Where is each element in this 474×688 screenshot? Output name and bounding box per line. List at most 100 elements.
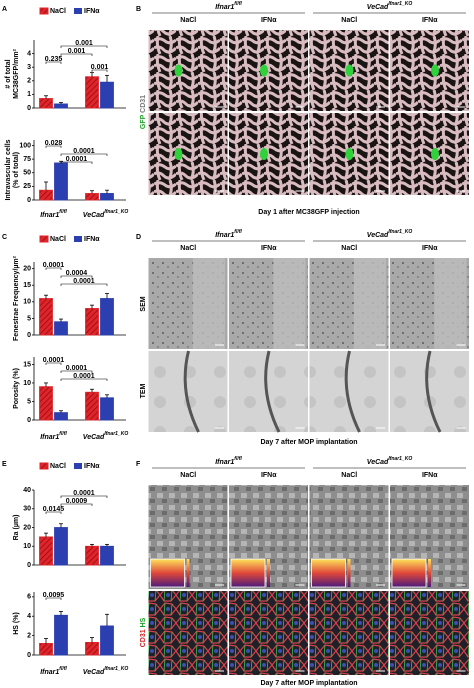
group-sup: fl/fl: [59, 666, 67, 672]
side-label-part: GFP: [140, 114, 147, 129]
y-axis-label: HS (%): [13, 612, 20, 635]
heatmap-inset: [150, 558, 185, 588]
legend-label: NaCl: [50, 236, 66, 243]
side-label-part: HS: [140, 617, 147, 627]
condition-label: NaCl: [341, 17, 357, 24]
gfp-cell: [260, 148, 268, 160]
side-label: CD31 HS: [140, 617, 147, 647]
p-value: 0.0095: [43, 592, 65, 599]
significance-bracket: [45, 597, 62, 600]
y-tick-label: 50: [23, 170, 31, 177]
group-name: Ifnar1: [40, 212, 59, 219]
p-value: 0.0001: [43, 262, 65, 269]
legend-swatch: [74, 8, 82, 14]
condition-label: IFNα: [422, 472, 438, 479]
y-tick-label: 100: [19, 142, 31, 149]
heatmap-inset: [311, 558, 346, 588]
group-sup: fl/fl: [59, 209, 67, 215]
legend-swatch: [74, 463, 82, 469]
gfp-cell: [431, 64, 439, 77]
group-sup: Ifnar1_KO: [388, 456, 412, 462]
micrograph: [148, 591, 228, 675]
y-tick-label: 0: [27, 105, 31, 112]
y-tick-label: 0: [27, 562, 31, 569]
legend-label: IFNα: [84, 463, 100, 470]
micrograph: [229, 351, 308, 432]
bar: [54, 162, 68, 201]
bar: [54, 614, 68, 656]
panel-letter: C: [2, 234, 7, 241]
p-value: 0.0145: [43, 506, 65, 513]
bar: [85, 193, 99, 201]
significance-bracket: [45, 362, 62, 365]
group-label: Ifnar1fl/fl: [40, 666, 67, 676]
y-axis-label: MC38GFP/mm²: [13, 48, 20, 98]
p-value: 0.0001: [73, 373, 95, 380]
bar: [39, 189, 53, 201]
tem-edge: [264, 350, 281, 433]
significance-bracket: [45, 511, 62, 514]
y-tick-label: 2: [27, 632, 31, 639]
bar: [39, 298, 53, 336]
bar: [54, 103, 68, 109]
y-tick-label: 75: [23, 156, 31, 163]
p-value: 0.028: [45, 140, 63, 147]
gfp-cell: [431, 148, 439, 160]
condition-label: NaCl: [341, 472, 357, 479]
group-label: VeCadIfnar1_KO: [367, 229, 413, 239]
caption: Day 7 after MOP implantation: [260, 680, 357, 687]
bar: [85, 76, 99, 109]
legend-swatch: [39, 235, 49, 243]
significance-bracket: [60, 275, 93, 278]
y-axis-label: Intravascular cells: [5, 139, 12, 200]
y-tick-label: 4: [27, 613, 31, 620]
gfp-cell: [174, 64, 183, 77]
p-value: 0.0009: [66, 498, 88, 505]
heatmap-scale: [347, 559, 351, 587]
panel-letter: A: [2, 6, 7, 13]
gfp-cell: [174, 148, 183, 160]
condition-label: IFNα: [422, 17, 438, 24]
side-label: GFP CD31: [140, 95, 147, 129]
legend-swatch: [39, 7, 49, 15]
legend-swatch: [39, 462, 49, 470]
y-tick-label: 5: [27, 315, 31, 322]
gfp-cell: [345, 148, 354, 160]
side-label-part: CD31: [140, 629, 147, 647]
significance-bracket: [60, 53, 93, 56]
y-tick-label: 40: [23, 487, 31, 494]
p-value: 0.001: [91, 64, 109, 71]
bar: [54, 321, 68, 336]
group-label: Ifnar1fl/fl: [40, 209, 67, 219]
group-label: Ifnar1fl/fl: [215, 1, 242, 11]
bar: [100, 81, 114, 109]
group-name: Ifnar1: [40, 669, 59, 676]
y-tick-label: 1: [27, 91, 31, 98]
y-axis-label: (% of total): [13, 152, 20, 188]
group-sup: Ifnar1_KO: [104, 209, 128, 215]
y-tick-label: 0: [27, 332, 31, 339]
panel-letter: B: [136, 6, 141, 13]
y-tick-label: 2: [27, 78, 31, 85]
significance-bracket: [60, 283, 108, 286]
caption: Day 1 after MC38GFP injection: [258, 209, 359, 216]
group-name: Ifnar1: [40, 434, 59, 441]
gfp-cell: [260, 64, 268, 77]
group-name: VeCad: [367, 232, 389, 239]
y-tick-label: 6: [27, 594, 31, 601]
group-label: VeCadIfnar1_KO: [83, 666, 129, 676]
p-value: 0.0001: [66, 365, 88, 372]
legend-label: IFNα: [84, 8, 100, 15]
micrograph: [390, 591, 469, 675]
condition-label: NaCl: [341, 245, 357, 252]
bar: [85, 308, 99, 336]
significance-bracket: [45, 267, 62, 270]
group-name: VeCad: [83, 669, 105, 676]
caption: Day 7 after MOP implantation: [260, 439, 357, 446]
y-tick-label: 10: [23, 380, 31, 387]
p-value: 0.0001: [73, 148, 95, 155]
gfp-cell: [345, 64, 354, 77]
group-name: Ifnar1: [215, 232, 234, 239]
group-name: VeCad: [367, 4, 389, 11]
